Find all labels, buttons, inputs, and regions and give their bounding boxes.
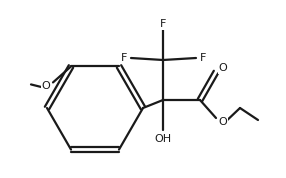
- Text: F: F: [160, 19, 166, 29]
- Text: O: O: [42, 81, 50, 91]
- Text: O: O: [219, 117, 227, 127]
- Text: F: F: [200, 53, 206, 63]
- Text: F: F: [121, 53, 127, 63]
- Text: O: O: [219, 63, 227, 73]
- Text: OH: OH: [154, 134, 172, 144]
